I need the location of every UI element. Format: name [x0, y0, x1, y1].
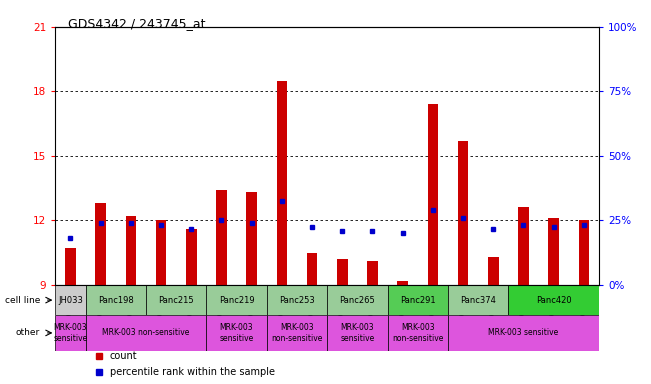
Text: Panc215: Panc215: [158, 296, 194, 305]
Text: MRK-003
sensitive: MRK-003 sensitive: [340, 323, 374, 343]
Text: MRK-003
non-sensitive: MRK-003 non-sensitive: [392, 323, 443, 343]
Bar: [458, 141, 468, 285]
Bar: [216, 190, 227, 285]
Bar: [85, 315, 206, 351]
Bar: [267, 285, 327, 315]
Bar: [448, 285, 508, 315]
Text: other: other: [16, 328, 40, 338]
Bar: [518, 207, 529, 285]
Text: Panc265: Panc265: [339, 296, 375, 305]
Bar: [65, 248, 76, 285]
Bar: [579, 220, 589, 285]
Bar: [428, 104, 438, 285]
Bar: [85, 285, 146, 315]
Text: Panc198: Panc198: [98, 296, 133, 305]
Bar: [95, 203, 106, 285]
Text: GDS4342 / 243745_at: GDS4342 / 243745_at: [68, 17, 206, 30]
Bar: [337, 259, 348, 285]
Text: cell line: cell line: [5, 296, 40, 305]
Text: JH033: JH033: [58, 296, 83, 305]
Bar: [206, 285, 267, 315]
Text: MRK-003 sensitive: MRK-003 sensitive: [488, 328, 559, 338]
Bar: [397, 281, 408, 285]
Bar: [327, 285, 387, 315]
Text: MRK-003
sensitive: MRK-003 sensitive: [53, 323, 88, 343]
Bar: [55, 315, 85, 351]
Text: Panc291: Panc291: [400, 296, 436, 305]
Text: MRK-003
non-sensitive: MRK-003 non-sensitive: [271, 323, 323, 343]
Bar: [387, 315, 448, 351]
Bar: [387, 285, 448, 315]
Bar: [448, 315, 599, 351]
Text: Panc420: Panc420: [536, 296, 572, 305]
Bar: [126, 216, 136, 285]
Bar: [548, 218, 559, 285]
Bar: [508, 285, 599, 315]
Text: Panc374: Panc374: [460, 296, 496, 305]
Bar: [156, 220, 166, 285]
Text: percentile rank within the sample: percentile rank within the sample: [109, 367, 275, 377]
Bar: [186, 229, 197, 285]
Bar: [488, 257, 499, 285]
Bar: [206, 315, 267, 351]
Text: Panc253: Panc253: [279, 296, 315, 305]
Text: Panc219: Panc219: [219, 296, 255, 305]
Bar: [277, 81, 287, 285]
Bar: [146, 285, 206, 315]
Text: MRK-003
sensitive: MRK-003 sensitive: [219, 323, 254, 343]
Bar: [307, 253, 317, 285]
Bar: [55, 285, 85, 315]
Bar: [246, 192, 257, 285]
Bar: [267, 315, 327, 351]
Bar: [327, 315, 387, 351]
Bar: [367, 261, 378, 285]
Text: count: count: [109, 351, 137, 361]
Text: MRK-003 non-sensitive: MRK-003 non-sensitive: [102, 328, 189, 338]
